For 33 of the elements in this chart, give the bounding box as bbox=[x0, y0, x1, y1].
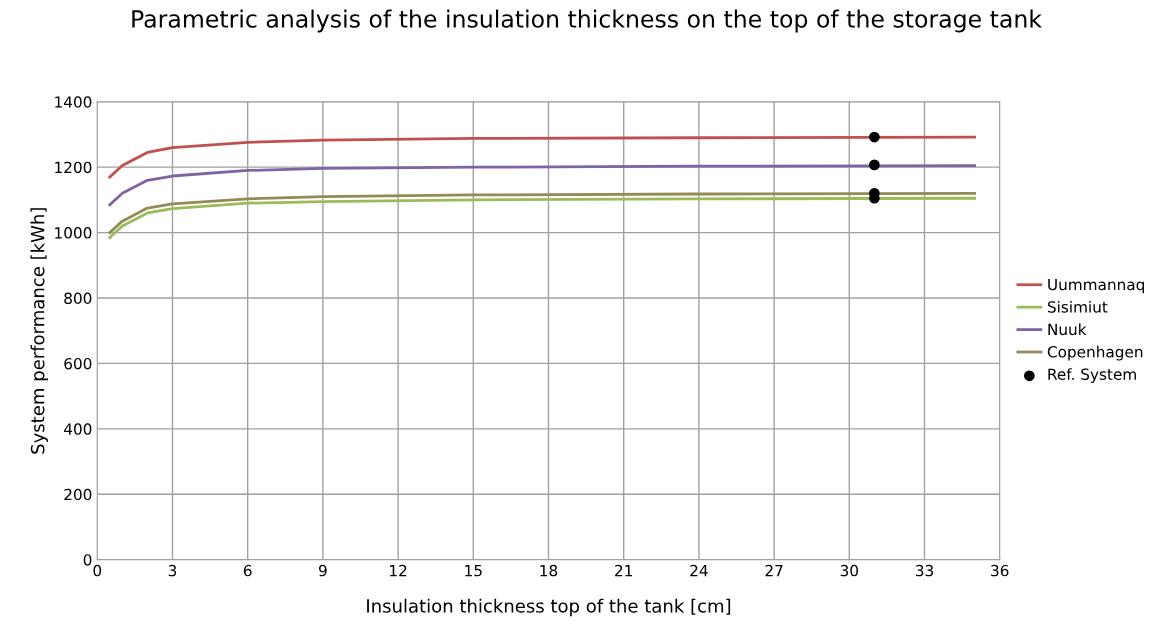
point bbox=[869, 159, 880, 171]
y-tick-label: 800 bbox=[64, 292, 92, 305]
legend-label: Uummannaq bbox=[1048, 278, 1144, 294]
x-tick-label: 9 bbox=[318, 564, 327, 577]
x-tick-label: 30 bbox=[840, 564, 859, 577]
y-tick-label: 1000 bbox=[55, 227, 92, 239]
x-tick-label: 33 bbox=[915, 564, 934, 577]
y-tick-label: 200 bbox=[64, 488, 92, 501]
chart-title: Parametric analysis of the insulation thickness on the top of the storage tank bbox=[132, 9, 1042, 33]
y-tick-label: 1200 bbox=[55, 161, 92, 174]
x-tick-label: 3 bbox=[168, 564, 177, 577]
x-tick-label: 27 bbox=[765, 564, 783, 577]
y-axis-title: System performance [kWh] bbox=[30, 208, 48, 454]
point bbox=[869, 131, 880, 143]
x-tick-label: 36 bbox=[991, 564, 1009, 577]
line-series bbox=[108, 135, 977, 179]
legend-label: Ref. System bbox=[1048, 368, 1136, 383]
y-tick-label: 600 bbox=[64, 357, 92, 370]
x-tick-label: 12 bbox=[390, 564, 407, 577]
x-tick-label: 18 bbox=[540, 564, 558, 577]
x-tick-label: 24 bbox=[690, 564, 708, 577]
legend-label: Copenhagen bbox=[1047, 345, 1143, 361]
y-tick-label: 1400 bbox=[55, 96, 92, 108]
x-axis-title: Insulation thickness top of the tank [cm] bbox=[367, 598, 731, 617]
y-tick-label: 0 bbox=[83, 554, 92, 566]
legend-label: Nuuk bbox=[1048, 323, 1087, 336]
y-tick-label: 400 bbox=[64, 423, 92, 435]
x-tick-label: 0 bbox=[93, 564, 102, 577]
legend-label: Sisimiut bbox=[1047, 300, 1108, 313]
x-tick-label: 6 bbox=[243, 564, 252, 577]
x-tick-label: 21 bbox=[615, 564, 633, 577]
x-tick-label: 15 bbox=[465, 565, 482, 577]
line-series bbox=[108, 164, 977, 207]
